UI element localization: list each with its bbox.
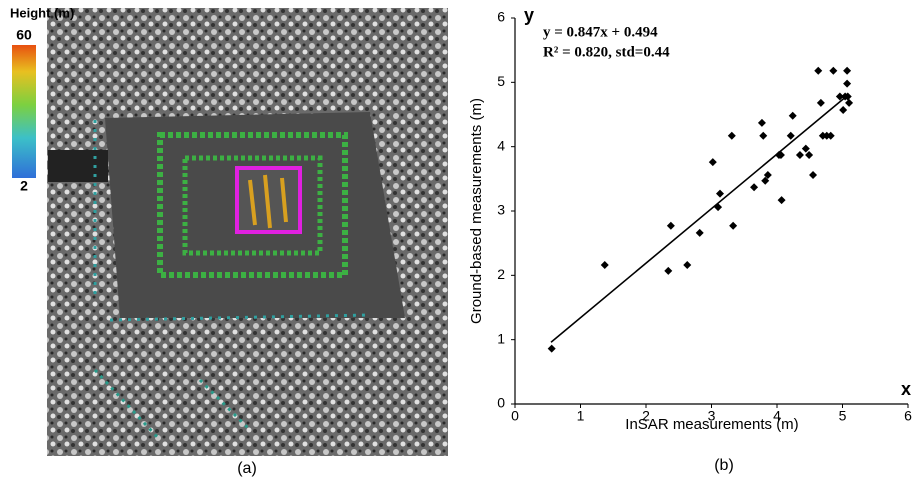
x-tick-label: 2 — [642, 408, 650, 424]
point — [716, 190, 724, 198]
point — [759, 132, 767, 140]
x-tick-label: 5 — [839, 408, 847, 424]
point — [843, 80, 851, 88]
point — [839, 106, 847, 114]
y-axis-label: Ground-based measurements (m) — [468, 98, 485, 324]
point — [683, 261, 691, 269]
point — [789, 112, 797, 120]
x-tick-label: 1 — [577, 408, 585, 424]
x-tick-label: 3 — [708, 408, 716, 424]
x-tick-label: 0 — [511, 408, 519, 424]
point — [778, 196, 786, 204]
colorbar — [12, 45, 36, 178]
point — [709, 158, 717, 166]
point — [845, 99, 853, 107]
point — [805, 151, 813, 159]
y-tick-label: 4 — [497, 137, 505, 153]
point — [843, 67, 851, 75]
point — [750, 183, 758, 191]
point — [809, 171, 817, 179]
point — [548, 345, 556, 353]
x-axis-letter: x — [901, 379, 911, 399]
point — [667, 222, 675, 230]
point — [817, 99, 825, 107]
y-tick-label: 6 — [497, 9, 505, 25]
caption: (a) — [237, 460, 257, 477]
scatter-plot: (b) InSAR measurements (m) Ground-based … — [468, 5, 912, 474]
figure: Height (m) 60 2 (a) (b) InSAR measuremen… — [0, 0, 917, 482]
annotation: y = 0.847x + 0.494 — [543, 24, 658, 40]
sar-image — [47, 8, 448, 456]
point — [787, 132, 795, 140]
x-tick-label: 6 — [904, 408, 912, 424]
point — [796, 151, 804, 159]
y-tick-label: 5 — [497, 73, 505, 89]
point — [728, 132, 736, 140]
page: Height (m) 60 2 (a) (b) InSAR measuremen… — [0, 0, 917, 482]
point — [829, 67, 837, 75]
colorbar-min: 2 — [20, 178, 28, 194]
y-tick-label: 0 — [497, 395, 505, 411]
y-tick-label: 3 — [497, 202, 505, 218]
point — [664, 267, 672, 275]
point — [696, 229, 704, 237]
y-tick-label: 2 — [497, 266, 505, 282]
point — [802, 145, 810, 153]
point — [601, 261, 609, 269]
point — [814, 67, 822, 75]
colorbar-title: Height (m) — [10, 5, 74, 20]
point — [729, 222, 737, 230]
annotation: R² = 0.820, std=0.44 — [543, 44, 670, 60]
y-axis-letter: y — [524, 5, 534, 25]
caption: (b) — [714, 457, 734, 474]
point — [714, 203, 722, 211]
fit-line — [551, 95, 848, 342]
x-tick-label: 4 — [773, 408, 781, 424]
point — [758, 119, 766, 127]
y-tick-label: 1 — [497, 330, 505, 346]
colorbar-max: 60 — [16, 27, 32, 43]
